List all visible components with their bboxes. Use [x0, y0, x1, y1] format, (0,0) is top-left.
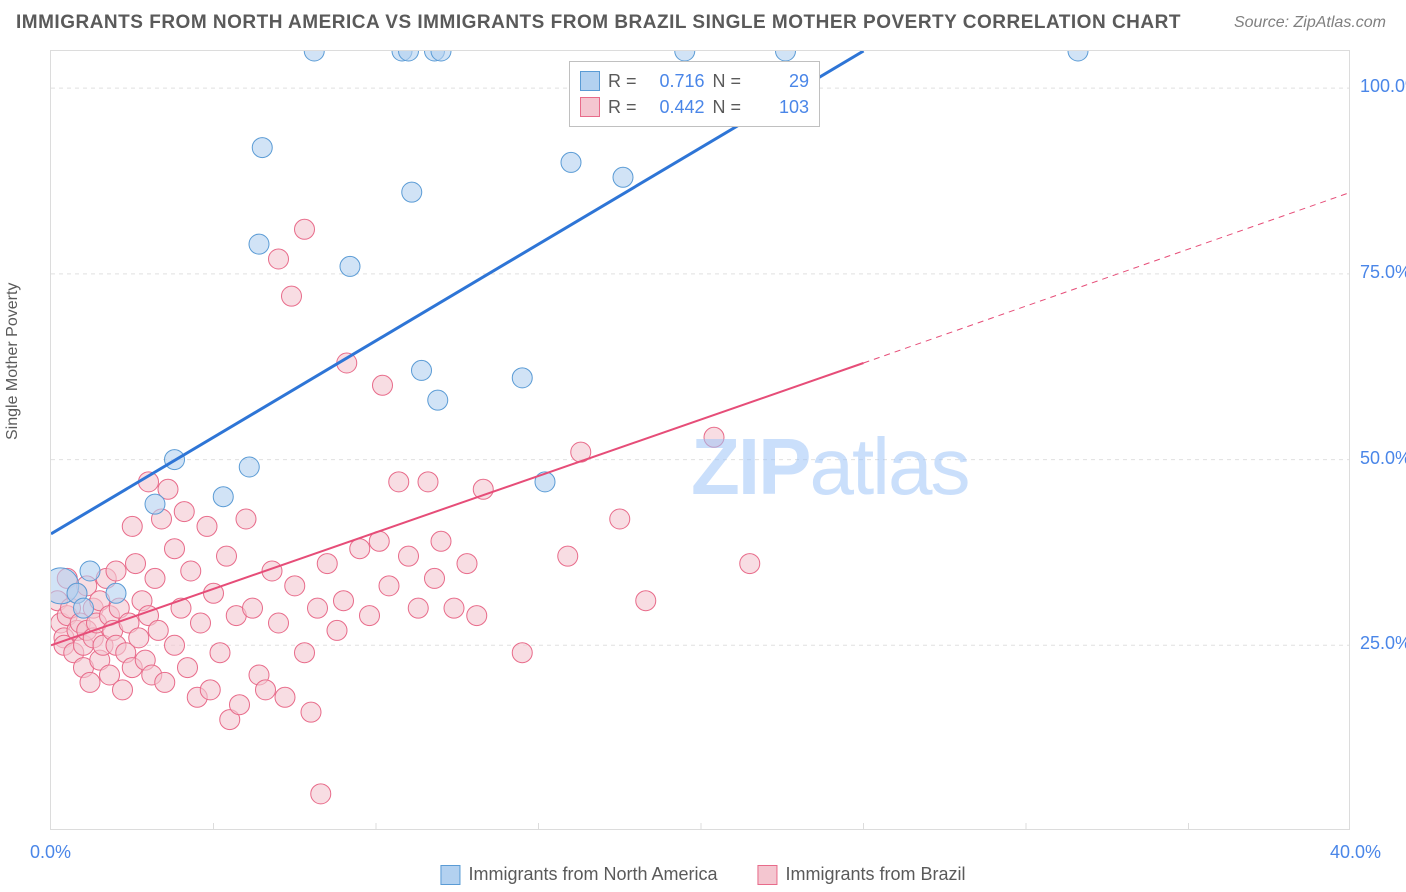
series-legend: Immigrants from North America Immigrants … [432, 862, 973, 887]
legend-swatch [580, 97, 600, 117]
y-tick-label: 75.0% [1360, 262, 1406, 283]
legend-label: Immigrants from North America [468, 864, 717, 885]
legend-label: Immigrants from Brazil [786, 864, 966, 885]
chart-title: IMMIGRANTS FROM NORTH AMERICA VS IMMIGRA… [16, 12, 1181, 34]
x-tick-label: 0.0% [30, 842, 71, 863]
corr-r-value: 0.716 [645, 68, 705, 94]
corr-n-label: N = [713, 94, 742, 120]
corr-n-value: 29 [749, 68, 809, 94]
legend-item: Immigrants from North America [440, 864, 717, 885]
corr-n-value: 103 [749, 94, 809, 120]
corr-r-value: 0.442 [645, 94, 705, 120]
y-tick-label: 50.0% [1360, 448, 1406, 469]
legend-swatch [440, 865, 460, 885]
legend-item: Immigrants from Brazil [758, 864, 966, 885]
corr-legend-row: R = 0.716 N = 29 [580, 68, 809, 94]
y-tick-label: 25.0% [1360, 633, 1406, 654]
y-tick-label: 100.0% [1360, 76, 1406, 97]
y-axis-label: Single Mother Poverty [4, 283, 22, 440]
plot-area: ZIPatlas R =0.716N =29R =0.442N =103 [50, 50, 1350, 830]
legend-swatch [758, 865, 778, 885]
legend-swatch [580, 71, 600, 91]
corr-r-label: R = [608, 94, 637, 120]
x-tick-label: 40.0% [1330, 842, 1381, 863]
corr-r-label: R = [608, 68, 637, 94]
chart-svg [51, 51, 1349, 829]
corr-n-label: N = [713, 68, 742, 94]
correlation-legend: R = 0.716 N = 29 R = 0.442 N = 103 [569, 61, 820, 127]
corr-legend-row: R = 0.442 N = 103 [580, 94, 809, 120]
source-label: Source: ZipAtlas.com [1234, 14, 1386, 32]
